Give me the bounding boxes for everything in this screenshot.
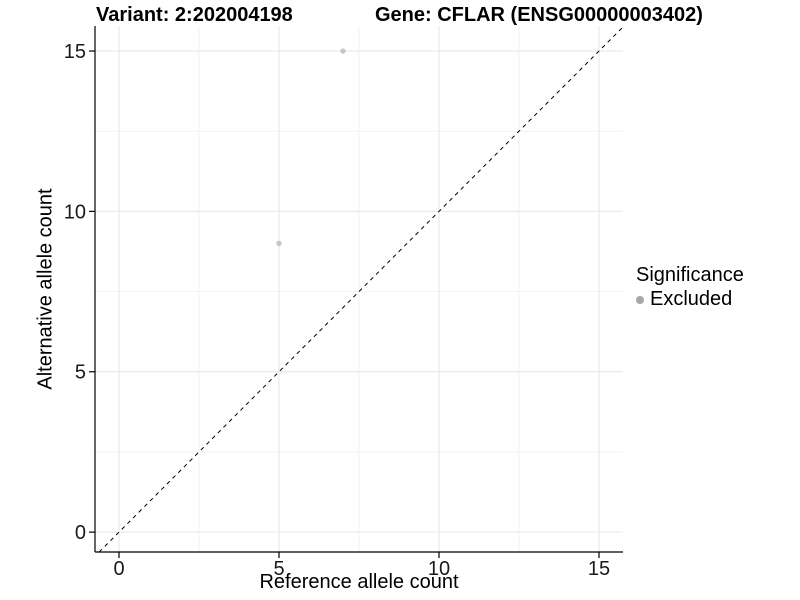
legend-label-excluded: Excluded bbox=[650, 288, 733, 310]
x-tick-label: 15 bbox=[588, 558, 610, 580]
y-axis-label: Alternative allele count bbox=[34, 188, 57, 390]
identity-reference-line bbox=[98, 26, 624, 553]
x-tick-label: 0 bbox=[113, 558, 124, 580]
variant-title: Variant: 2:202004198 bbox=[96, 4, 293, 26]
x-axis-label: Reference allele count bbox=[259, 571, 459, 593]
legend-item-excluded: Excluded bbox=[636, 288, 744, 311]
x-tick-label: 5 bbox=[273, 558, 284, 580]
data-point bbox=[340, 48, 346, 54]
data-point bbox=[276, 240, 282, 247]
x-tick-label: 10 bbox=[428, 558, 450, 580]
y-tick-label: 5 bbox=[75, 362, 86, 384]
legend-title: Significance bbox=[636, 264, 744, 286]
y-tick-label: 10 bbox=[64, 201, 86, 223]
legend: Significance Excluded bbox=[636, 264, 744, 311]
gene-title: Gene: CFLAR (ENSG00000003402) bbox=[375, 4, 703, 26]
y-tick-label: 15 bbox=[64, 41, 86, 63]
y-tick-label: 0 bbox=[75, 522, 86, 544]
legend-key-excluded-icon bbox=[636, 295, 644, 304]
